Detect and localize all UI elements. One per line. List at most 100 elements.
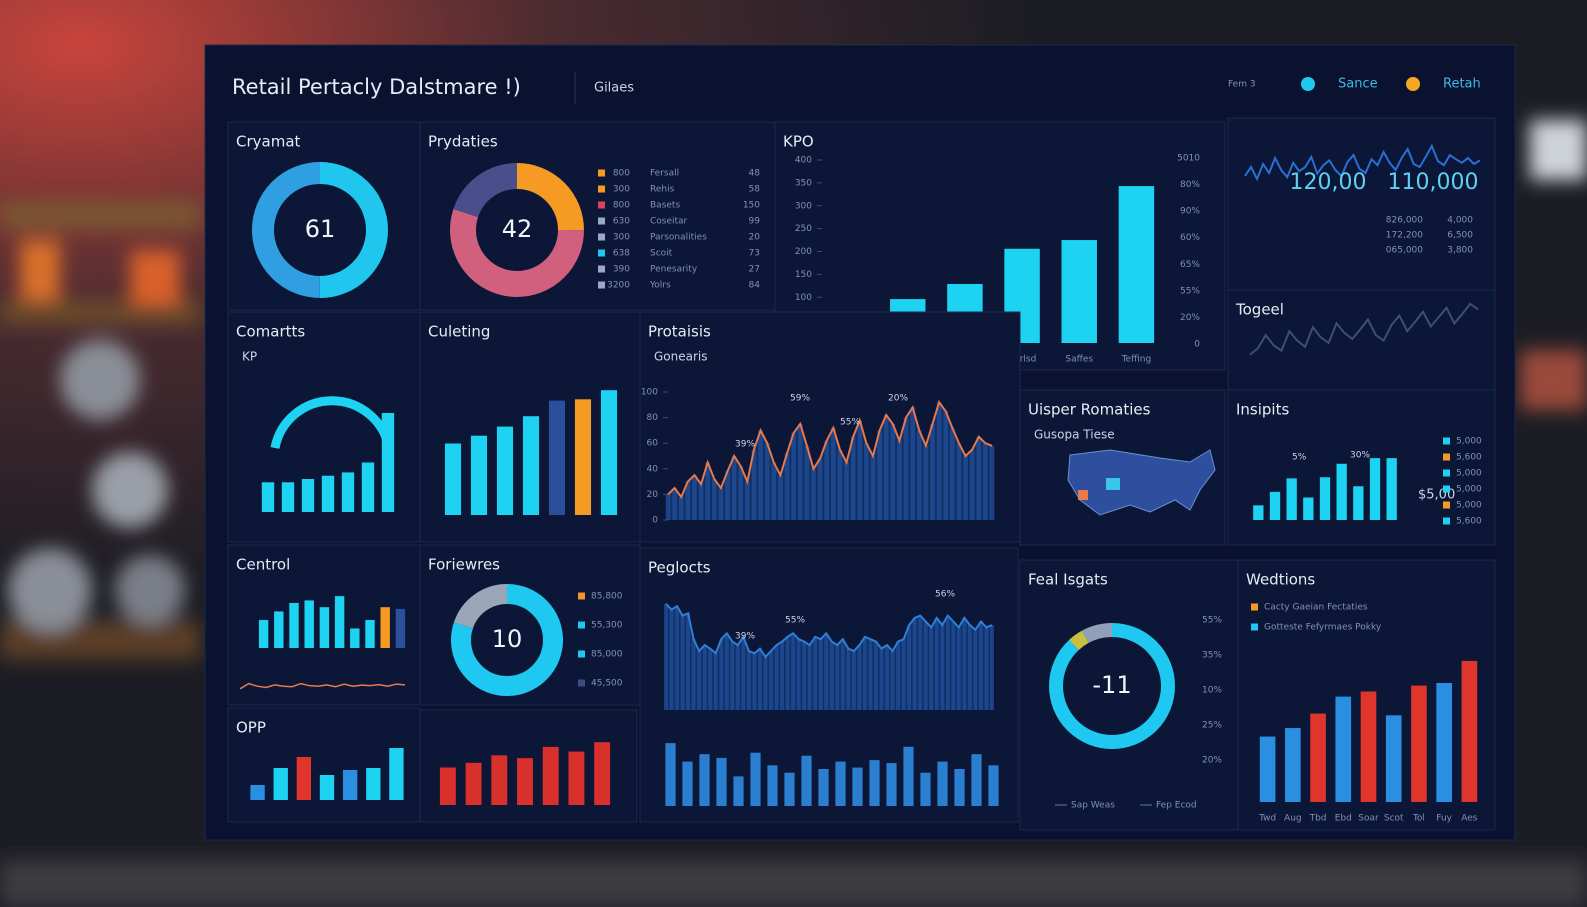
x-tick-label: Tol [1412,814,1425,824]
legend-swatch [598,201,605,209]
area-bar [813,636,818,710]
toggle-label[interactable]: Retah [1443,77,1481,92]
right-label: 90% [1180,207,1200,217]
bar [273,768,288,800]
area-bar [940,625,945,710]
legend-name: Basets [650,201,680,211]
area-bar [835,645,840,710]
bar [301,479,315,512]
legend-label: 5,000 [1456,437,1482,447]
bar [250,785,265,800]
bar [600,390,618,515]
bar [548,400,566,515]
bar [1285,728,1301,802]
bar [258,619,269,648]
area-bar [943,411,949,520]
panel-subtitle: Gonearis [654,350,708,364]
area-bar [956,443,962,520]
legend-label: 5,000 [1456,485,1482,495]
annotation: 30% [1350,451,1370,461]
area-bar [870,456,876,520]
area-bar [916,430,922,520]
legend-swatch [1443,469,1450,477]
x-tick-label: Saffes [1065,355,1093,365]
toggle-dot[interactable] [1406,77,1420,91]
area-bar [879,648,884,710]
area-bar [774,645,779,710]
panel-title: KPO [783,133,814,151]
toggle-label[interactable]: Sance [1338,77,1378,92]
bar [574,399,592,515]
annotation: 5% [1292,453,1307,463]
bar [818,769,829,806]
area-bar [824,440,830,520]
area-bar [989,445,995,520]
area-bar [862,636,867,710]
area-bar [711,479,717,520]
legend-code: 630 [613,217,630,227]
line [665,603,993,659]
legend-name: Scoit [650,249,673,259]
area-bar [936,402,942,520]
area-bar [973,629,978,710]
area-bar [675,606,679,710]
control[interactable]: Fem 3 [1228,80,1256,90]
area-bar [890,424,896,520]
y-tick-label: 300 [795,201,812,211]
tab[interactable]: Gilaes [594,81,634,96]
bar [954,769,965,806]
panel-title: Prydaties [428,133,498,151]
legend-label: 55,300 [591,621,623,631]
area-bar [962,617,967,710]
area-bar [844,462,849,520]
toggle-dot[interactable] [1301,77,1315,91]
x-tick-label: Agrlsd [1008,355,1036,365]
area-bar [851,651,856,710]
x-tick-label: Scot [1384,814,1404,824]
legend-swatch [598,265,605,273]
bar [767,765,778,806]
donut-segment [252,162,388,298]
panel-subtitle: Gusopa Tiese [1034,428,1115,442]
legend-code: 300 [613,185,630,195]
y-tick-label: 0 [652,516,658,526]
x-tick-label: Twd [1258,814,1276,824]
area-bar [725,471,730,520]
kpi-row: 172,200 [1386,231,1423,241]
area-bar [811,468,816,520]
y-tick-label: 350 [795,178,812,188]
area-bar [691,639,696,710]
arc [270,396,394,510]
legend-swatch [1443,501,1450,509]
legend-swatch [598,249,605,257]
legend-value: 84 [749,281,761,291]
area-bar [745,481,750,520]
bar [1118,186,1155,343]
legend-swatch [578,621,585,629]
store-shelves [0,120,1587,907]
legend-swatch [598,233,605,241]
right-label: 80% [1180,180,1200,190]
legend-swatch [1443,517,1450,525]
area-bar [724,633,729,710]
bar [1319,477,1331,520]
area-bar [697,651,702,710]
donut-segment [450,163,584,297]
panel-title: Uisper Romaties [1028,401,1151,419]
legend-label: 45,500 [591,679,623,689]
area [666,603,992,710]
area-bar [664,603,668,710]
panel-title: OPP [236,719,266,737]
toggles[interactable]: Sance Retah [1301,77,1481,92]
area-bar [969,449,975,520]
area-bar [903,417,909,520]
legend-swatch [1251,603,1258,611]
legend-label: Gotteste Fefyrmaes Pokky [1264,623,1382,633]
legend-name: Coseitar [650,217,688,227]
right-label: 55% [1180,286,1200,296]
area-bar [857,645,862,710]
panel-title: Centrol [236,556,290,574]
bar [380,607,390,648]
donut-segment [450,163,584,297]
bar [261,482,275,512]
